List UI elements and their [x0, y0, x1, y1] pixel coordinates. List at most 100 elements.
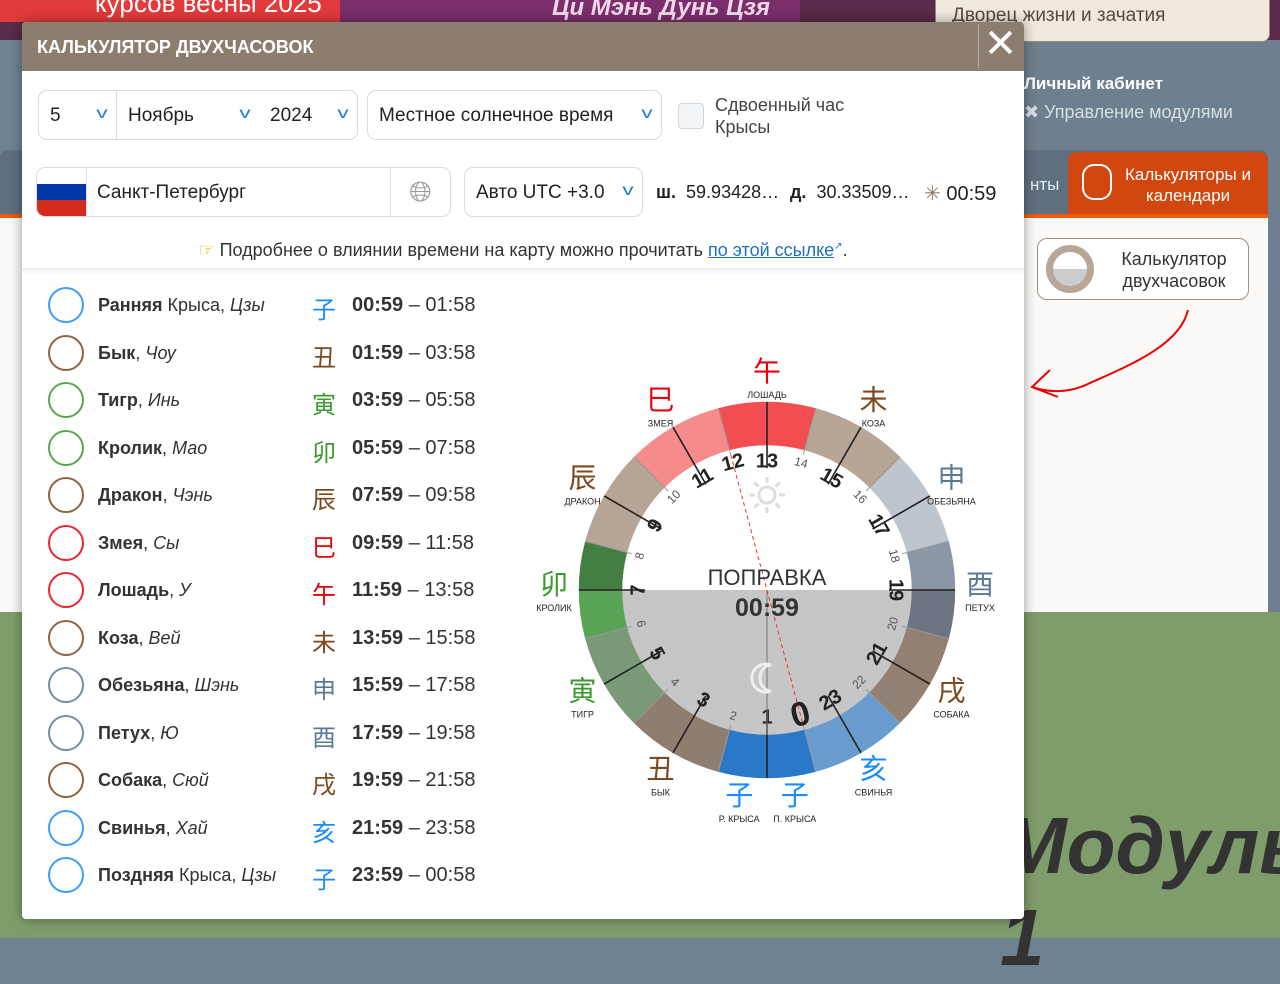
hour-row: Дракон, Чэнь 辰 07:59 – 09:58 — [22, 475, 502, 515]
hour-label: 20 — [884, 615, 901, 632]
info-text: Подробнее о влиянии времени на карту мож… — [219, 240, 703, 260]
branch-char: 丑 — [646, 753, 674, 784]
animal-icon — [48, 334, 84, 371]
robot-icon — [1082, 164, 1112, 200]
animal-icon — [48, 714, 84, 751]
info-line: ☞ Подробнее о влиянии времени на карту м… — [22, 240, 1024, 261]
hour-tick — [672, 426, 707, 485]
hour-row: Кролик, Мао 卯 05:59 – 07:58 — [22, 428, 502, 468]
animal-pinyin: Хай — [175, 817, 208, 838]
hour-tick — [802, 408, 817, 455]
branch-char: 亥 — [859, 753, 887, 784]
branch-char: 亥 — [312, 819, 336, 847]
time-range: 15:59 – 17:58 — [352, 674, 476, 696]
branch-char: 戌 — [312, 772, 336, 799]
branch-name: ОБЕЗЬЯНА — [927, 497, 976, 507]
hour-row: Тигр, Инь 寅 03:59 – 05:58 — [22, 380, 502, 420]
time-range: 17:59 – 19:58 — [352, 721, 476, 744]
branch-char: 辰 — [312, 487, 336, 514]
time-type-select[interactable]: Местное солнечное время v — [367, 90, 662, 140]
tools-icon: ✖ — [1024, 102, 1045, 122]
animal-icon — [48, 809, 84, 846]
pointing-hand-icon: ☞ — [198, 240, 215, 260]
correction-time: 00:59 — [946, 183, 997, 205]
russia-flag-icon — [36, 167, 87, 217]
branch-char: 卯 — [312, 439, 336, 467]
branch-char: 戌 — [937, 676, 965, 707]
sun-ray — [774, 502, 781, 509]
animal-name-plain: , — [150, 722, 161, 743]
animal-name-bold: Коза — [98, 627, 139, 648]
time-start: 17:59 — [352, 721, 404, 744]
globe-search-button[interactable]: 🌐︎ — [390, 167, 451, 217]
time-end: 13:58 — [424, 579, 475, 601]
personal-cabinet-link[interactable]: Личный кабинет — [1024, 74, 1163, 93]
year-select[interactable]: 2024 v — [259, 90, 358, 140]
calculator-twohours-button[interactable]: Калькулятор двухчасовок — [1037, 238, 1249, 300]
branch-name: СВИНЬЯ — [855, 787, 892, 797]
hour-label: 6 — [634, 619, 649, 629]
hour-tick — [827, 695, 862, 754]
animal-name-bold: Петух — [98, 722, 151, 743]
time-start: 00:59 — [352, 294, 404, 316]
animal-name: Поздняя Крыса, Цзы — [98, 865, 276, 886]
animal-pinyin: Чоу — [145, 342, 176, 363]
hour-row: Лошадь, У 午 11:59 – 13:58 — [22, 570, 502, 610]
branch-char: 寅 — [312, 392, 336, 419]
wheel-thumbnail-icon — [1046, 245, 1094, 293]
qimen-banner[interactable]: Ци Мэнь Дунь Цзя — [340, 0, 800, 24]
hour-label: 13 — [756, 450, 778, 472]
branch-name: ДРАКОН — [564, 497, 600, 507]
manage-modules-link[interactable]: ✖ Управление модулями — [1024, 102, 1233, 123]
hour-tick — [603, 495, 662, 530]
branch-name: КРОЛИК — [536, 603, 572, 613]
hour-tick — [865, 688, 901, 724]
branch-name: БЫК — [651, 787, 671, 797]
animal-name-bold: Собака — [98, 770, 163, 790]
time-range: 07:59 – 09:58 — [352, 484, 476, 506]
sun-ray — [774, 481, 781, 488]
timezone-select[interactable]: Авто UTC +3.0 v — [464, 167, 643, 217]
hour-tick — [865, 456, 901, 492]
hour-tick — [633, 456, 669, 492]
month-select[interactable]: Ноябрь v — [116, 90, 260, 140]
city-input[interactable]: Санкт-Петербург — [86, 167, 391, 217]
animal-name-bold: Свинья — [98, 817, 166, 838]
sun-icon — [757, 485, 777, 505]
animal-name: Змея, Сы — [98, 533, 179, 554]
time-range: 23:59 – 00:58 — [352, 864, 476, 886]
tab-calculators[interactable]: Калькуляторы и календари — [1068, 152, 1268, 214]
hour-tick — [672, 695, 707, 754]
double-rat-checkbox[interactable] — [678, 103, 704, 129]
branch-name: П. КРЫСА — [773, 814, 816, 824]
time-range: 03:59 – 05:58 — [352, 389, 476, 411]
animal-name-plain: , — [169, 580, 180, 600]
animal-pinyin: Цзы — [229, 295, 265, 315]
promo-banner[interactable]: курсов весны 2025 — [0, 0, 340, 22]
time-end: 15:58 — [425, 626, 476, 649]
tab-partial[interactable]: нты — [1030, 175, 1060, 194]
hour-label: 7 — [627, 584, 649, 595]
hour-row: Свинья, Хай 亥 21:59 – 23:58 — [22, 808, 502, 848]
time-range: 11:59 – 13:58 — [352, 579, 475, 601]
close-button[interactable]: ✕ — [978, 24, 1022, 68]
time-start: 19:59 — [352, 769, 404, 791]
info-link[interactable]: по этой ссылке — [707, 240, 835, 260]
time-range: 05:59 – 07:58 — [352, 436, 476, 459]
animal-icon — [48, 619, 84, 656]
double-rat-label[interactable]: Сдвоенный час Крысы — [715, 95, 845, 137]
animal-name: Петух, Ю — [98, 723, 179, 744]
hour-tick — [802, 725, 817, 772]
sun-arrows-icon: ✳ — [924, 183, 941, 205]
latitude-value: 59.93428… — [686, 182, 780, 202]
animal-icon — [48, 762, 84, 798]
animal-name-plain: Крыса, — [162, 295, 230, 315]
hour-tick — [717, 725, 732, 772]
twohours-wheel: 01234567891011121314151617181920212223ПО… — [536, 356, 995, 824]
longitude-value: 30.33509… — [816, 182, 910, 202]
year-value: 2024 — [270, 105, 313, 126]
hour-row: Коза, Вей 未 13:59 – 15:58 — [22, 618, 502, 658]
animal-name: Собака, Сюй — [98, 770, 209, 791]
time-end: 09:58 — [425, 484, 476, 506]
